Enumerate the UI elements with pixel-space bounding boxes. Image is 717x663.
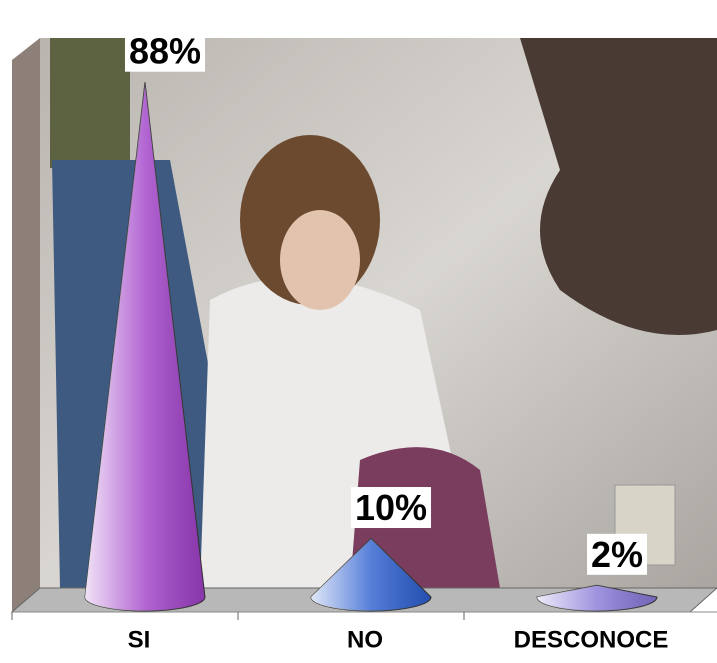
value-label-group: 2%	[587, 534, 647, 575]
value-label: 2%	[591, 534, 643, 575]
x-tick-label: DESCONOCE	[514, 626, 669, 653]
value-label-group: 10%	[351, 487, 431, 528]
x-tick-label: NO	[347, 626, 383, 653]
x-tick-label: SI	[128, 626, 151, 653]
value-label: 88%	[129, 31, 201, 72]
value-label-group: 88%	[125, 31, 205, 72]
value-label: 10%	[355, 487, 427, 528]
chart: SI 88% NO 10% DESCONOCE 2%	[0, 0, 717, 663]
